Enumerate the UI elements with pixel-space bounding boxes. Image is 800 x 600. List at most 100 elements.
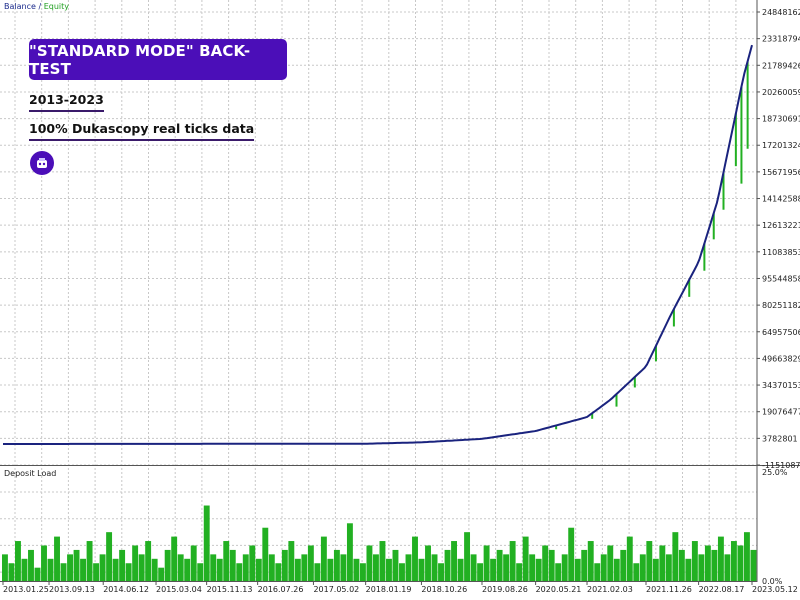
x-tick-label: 2021.11.26 [646,585,692,594]
deposit-load-bar [483,545,490,581]
deposit-load-bar [177,554,184,581]
deposit-load-bar [392,549,399,581]
x-tick-label: 2022.08.17 [699,585,745,594]
chart-legend: Balance / Equity [4,2,69,11]
deposit-load-bar [223,541,230,581]
deposit-load-bar [281,549,288,581]
x-tick-label: 2013.09.13 [49,585,95,594]
deposit-load-bar [399,563,405,581]
deposit-load-bar [190,545,197,581]
deposit-load-bar [490,558,497,581]
deposit-load-bar [327,558,334,581]
deposit-load-bar [119,549,126,581]
deposit-load-bars [2,505,757,581]
x-tick-label: 2017.05.02 [313,585,359,594]
deposit-load-bar [99,554,106,581]
deposit-load-bar [730,541,737,581]
deposit-load-bar [535,558,542,581]
deposit-load-bar [704,545,711,581]
deposit-load-bar [386,558,392,581]
deposit-load-bar [8,563,15,581]
x-tick-label: 2015.11.13 [207,585,253,594]
y-tick-label: 24848162 [762,8,800,17]
deposit-load-bar [294,558,301,581]
deposit-load-bar [477,563,484,581]
deposit-load-bar [158,567,165,581]
deposit-load-bar [366,545,373,581]
deposit-load-bar [646,541,653,581]
deposit-load-bar [197,563,204,581]
deposit-load-bar [542,545,549,581]
deposit-load-bar [236,563,243,581]
deposit-load-bar [15,541,21,581]
deposit-load-bar [112,558,119,581]
deposit-load-bar [28,549,34,581]
deposit-load-bar [503,554,510,581]
deposit-load-bar [464,532,471,581]
deposit-load-bar [678,549,685,581]
y-tick-label: 20260059 [762,88,800,97]
y-tick-label: 49663829 [762,354,800,363]
deposit-load-bar [34,567,41,581]
deposit-load-bar [529,554,536,581]
deposit-load-bar [151,558,158,581]
deposit-load-bar [561,554,568,581]
deposit-load-bar [216,558,223,581]
deposit-load-bar [268,554,275,581]
x-tick-label: 2015.03.04 [156,585,202,594]
y-tick-label: 34370153 [762,381,800,390]
y-tick-label: 3782801 [762,434,798,443]
y-tick-label: 12613221 [762,221,800,230]
y-tick-label: -1151087( [762,461,800,470]
deposit-load-bar [594,563,601,581]
deposit-load-bar [743,532,750,581]
x-tick-label: 2016.07.26 [258,585,304,594]
deposit-load-bar [184,558,191,581]
deposit-load-bar [379,541,386,581]
deposit-load-bar [171,536,178,581]
deposit-load-bar [2,554,8,581]
y-tick-label: 18730691 [762,115,800,124]
equity-series [555,61,749,430]
x-axis-ticks: 2013.01.25 2013.09.13 2014.06.12 2015.03.04… [2,581,798,594]
deposit-load-bar [548,549,555,581]
deposit-load-bar [626,536,633,581]
y-tick-label: 21789426 [762,61,800,70]
legend-separator: / [38,2,42,11]
deposit-load-bar [320,536,327,581]
deposit-load-bar [372,554,379,581]
deposit-load-bar [587,541,594,581]
x-tick-label: 2014.06.12 [103,585,149,594]
deposit-load-bar [633,563,640,581]
y-tick-label: 95544858 [762,274,800,283]
period-label: 2013-2023 [29,92,104,112]
y-tick-label: 19076477 [762,408,800,417]
deposit-load-bar [229,549,236,581]
deposit-load-bar [346,523,353,581]
y-tick-label: 14142588 [762,195,800,204]
legend-balance: Balance [4,2,36,11]
deposit-load-bar [470,554,477,581]
deposit-load-bar [288,541,295,581]
deposit-load-bar [665,554,672,581]
deposit-load-title: Deposit Load [4,469,57,478]
deposit-load-bar [516,563,523,581]
deposit-load-bar [425,545,431,581]
deposit-load-bar [698,554,705,581]
deposit-load-bar [21,558,28,581]
deposit-load-bar [73,549,80,581]
y-tick-label: 23318794 [762,35,800,44]
deposit-max-label: 25.0% [762,468,788,477]
deposit-load-bar [717,536,724,581]
deposit-load-bar [262,527,269,581]
y-tick-label: 17201324 [762,141,800,150]
deposit-load-bar [125,563,132,581]
x-tick-label: 2019.08.26 [482,585,528,594]
x-tick-label: 2013.01.25 [3,585,49,594]
y-axis-ticks: 24848162 23318794 21789426 20260059 18730691… [757,8,800,470]
deposit-load-bar [307,545,314,581]
deposit-load-bar [106,532,113,581]
deposit-load-bar [568,527,575,581]
deposit-load-bar [353,558,360,581]
